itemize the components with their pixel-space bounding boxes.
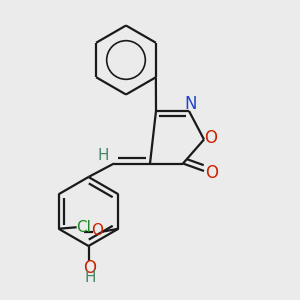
Text: O: O (83, 259, 97, 277)
Text: O: O (91, 223, 103, 238)
Text: N: N (184, 95, 197, 113)
Text: H: H (98, 148, 109, 164)
Text: O: O (205, 164, 218, 181)
Text: O: O (204, 129, 217, 147)
Text: Cl: Cl (76, 220, 91, 235)
Text: H: H (84, 270, 96, 285)
